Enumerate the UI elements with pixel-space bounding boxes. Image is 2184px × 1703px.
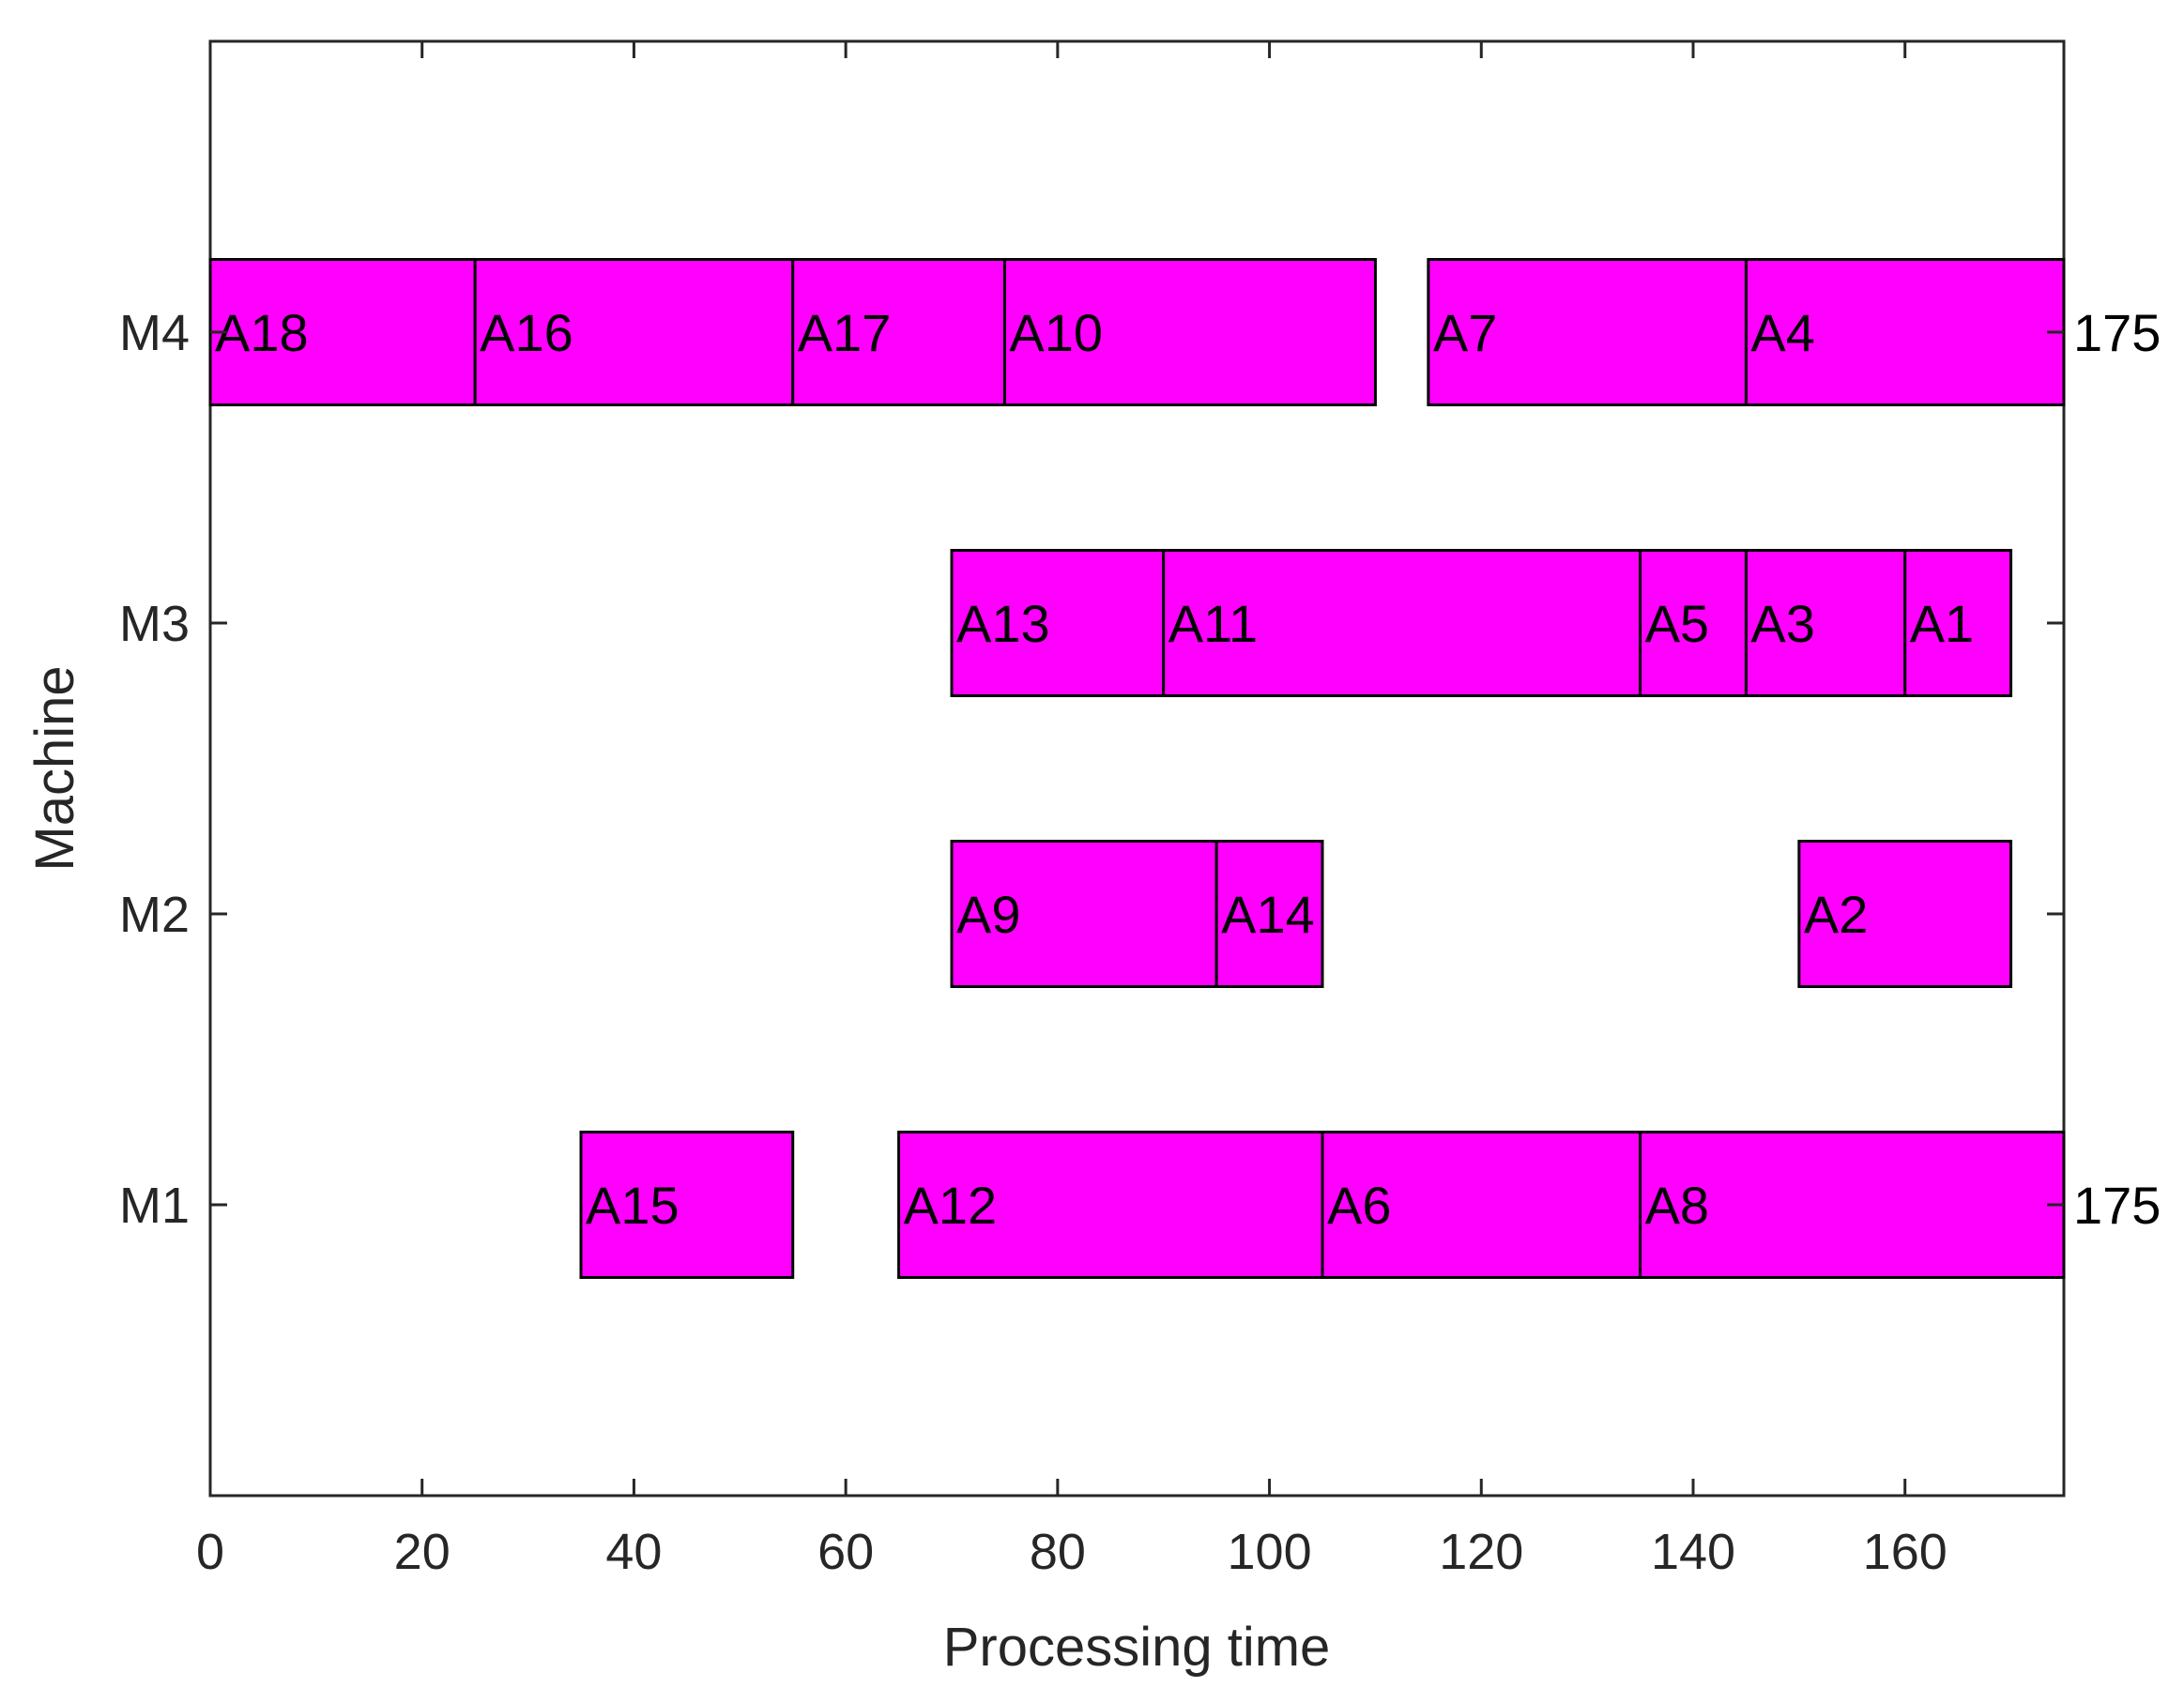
task-label-a13: A13 — [956, 594, 1050, 653]
task-label-a18: A18 — [215, 303, 309, 362]
task-bar-a6 — [1321, 1131, 1642, 1279]
task-bar-a13 — [950, 549, 1166, 697]
task-bar-a14 — [1214, 840, 1324, 988]
task-label-a11: A11 — [1168, 594, 1258, 653]
task-bar-a9 — [950, 840, 1218, 988]
task-bars: A18 A16 A17 A10 A7 A4 A13 A11 A5 A3 A1 A9 A14 A2 A15 A1… — [208, 258, 2066, 1279]
task-label-a2: A2 — [1804, 885, 1869, 944]
task-bar-a1 — [1903, 549, 2013, 697]
y-tick-label-m2: M2 — [119, 887, 190, 943]
task-label-a10: A10 — [1009, 303, 1103, 362]
task-bar-a7 — [1427, 258, 1748, 406]
x-tick-label: 0 — [196, 1524, 224, 1580]
task-label-a4: A4 — [1750, 303, 1815, 362]
task-bar-a16 — [473, 258, 795, 406]
y-tick-label-m1: M1 — [119, 1178, 190, 1234]
x-tick-label: 100 — [1228, 1524, 1312, 1580]
task-label-a5: A5 — [1645, 594, 1710, 653]
task-bar-a5 — [1639, 549, 1748, 697]
task-label-a9: A9 — [956, 885, 1021, 944]
y-tick-label-m4: M4 — [119, 305, 190, 361]
task-label-a3: A3 — [1750, 594, 1815, 653]
task-label-a16: A16 — [480, 303, 573, 362]
end-time-label-m4: 175 — [2073, 303, 2161, 362]
x-tick-label: 120 — [1439, 1524, 1523, 1580]
y-axis-title: Machine — [24, 665, 85, 871]
task-label-a6: A6 — [1327, 1176, 1392, 1235]
task-bar-a4 — [1744, 258, 2066, 406]
task-label-a14: A14 — [1221, 885, 1315, 944]
y-axis-ticks: M1 M2 M3 M4 — [119, 305, 2064, 1234]
task-bar-a15 — [579, 1131, 795, 1279]
x-tick-label: 160 — [1863, 1524, 1947, 1580]
task-label-a7: A7 — [1433, 303, 1498, 362]
task-bar-a11 — [1162, 549, 1642, 697]
task-label-a8: A8 — [1645, 1176, 1710, 1235]
x-tick-label: 40 — [605, 1524, 662, 1580]
task-label-a12: A12 — [904, 1176, 998, 1235]
task-bar-a2 — [1797, 840, 2013, 988]
end-annotations: 175 175 — [2073, 303, 2161, 1235]
y-tick-label-m3: M3 — [119, 596, 190, 652]
x-tick-label: 60 — [817, 1524, 874, 1580]
task-bar-a18 — [208, 258, 477, 406]
task-label-a15: A15 — [586, 1176, 680, 1235]
task-bar-a12 — [897, 1131, 1324, 1279]
task-bar-a10 — [1002, 258, 1377, 406]
task-bar-a3 — [1744, 549, 1907, 697]
x-axis-ticks: 0 20 40 60 80 100 120 140 160 — [196, 41, 1947, 1580]
task-label-a17: A17 — [798, 303, 892, 362]
task-label-a1: A1 — [1910, 594, 1975, 653]
x-tick-label: 80 — [1030, 1524, 1086, 1580]
task-bar-a17 — [791, 258, 1006, 406]
x-tick-label: 140 — [1651, 1524, 1735, 1580]
x-tick-label: 20 — [394, 1524, 451, 1580]
x-axis-title: Processing time — [943, 1617, 1331, 1678]
end-time-label-m1: 175 — [2073, 1176, 2161, 1235]
